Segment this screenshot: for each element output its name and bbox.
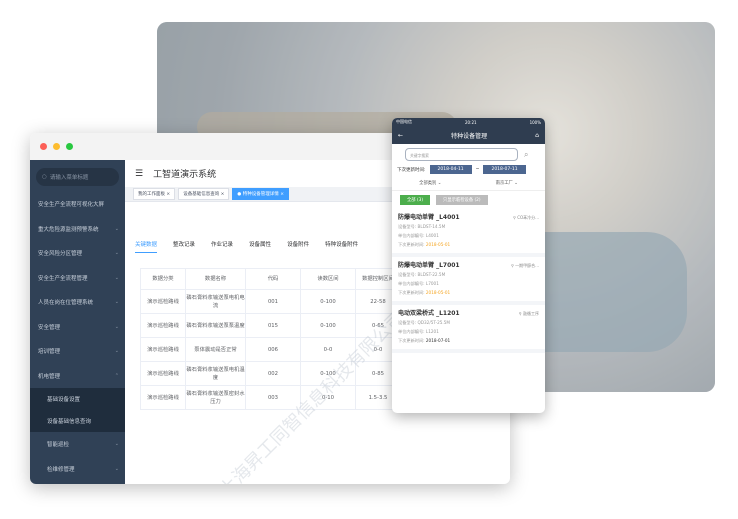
chevron-down-icon: ⌄ bbox=[114, 250, 119, 257]
table-cell: 磷石膏料浆输送泵电机温度 bbox=[185, 361, 246, 386]
tab-1[interactable]: 整改记录 bbox=[173, 242, 196, 248]
main-content: ☰ 工智道演示系统 我的工作面板 × 设备基础信息查询 × ● 特种设备管理详情 × … bbox=[125, 160, 510, 484]
hamburger-icon[interactable]: ☰ bbox=[135, 168, 144, 179]
table-cell: 0-100 bbox=[300, 361, 356, 386]
home-icon[interactable]: ⌂ bbox=[535, 131, 539, 139]
table-cell: 泵体震动是否正常 bbox=[185, 337, 246, 362]
table-cell: 003 bbox=[245, 385, 301, 410]
factory-filter[interactable]: 南京工厂 ⌄ bbox=[495, 181, 518, 186]
menu-item[interactable]: 培训管理 ⌄ bbox=[38, 348, 119, 356]
expiring-button[interactable]: 只显示临检设备 (2) bbox=[436, 195, 488, 205]
table-row: 演示巡检路线 泵体震动是否正常 006 0-0 0-0 bbox=[140, 337, 401, 362]
chevron-down-icon: ⌄ bbox=[114, 465, 119, 472]
tag-2[interactable]: ● 特种设备管理详情 × bbox=[232, 188, 289, 200]
tab-4[interactable]: 设备附件 bbox=[287, 242, 310, 248]
table-cell: 磷石膏料浆输送泵泵温度 bbox=[185, 313, 246, 338]
device-card[interactable]: 防爆电动单臂 _L7001 ⚲ 一期甲醇合... 设备型号: BLDST-22.5… bbox=[392, 257, 545, 305]
search-icon[interactable]: ⌕ bbox=[524, 149, 529, 159]
table-cell: 演示巡检路线 bbox=[140, 289, 186, 314]
search-icon: ○ bbox=[42, 174, 47, 180]
submenu-item[interactable]: 智能巡检 ⌄ bbox=[47, 441, 119, 449]
table-cell: 演示巡检路线 bbox=[140, 385, 186, 410]
tab-0[interactable]: 关键数据 bbox=[135, 240, 158, 253]
mobile-screen: 中国电信 20:21 100% ← 特种设备管理 ⌂ 关键字搜索 ⌕ 下次更新时间: 201… bbox=[392, 118, 545, 413]
location-icon: ⚲ bbox=[518, 311, 522, 316]
type-filter[interactable]: 全部类别 ⌄ bbox=[419, 181, 442, 186]
tag-1[interactable]: 设备基础信息查询 × bbox=[178, 188, 230, 200]
app-title: 工智道演示系统 bbox=[153, 170, 217, 180]
mobile-header: ← 特种设备管理 ⌂ bbox=[392, 126, 545, 144]
mobile-title: 特种设备管理 bbox=[451, 132, 488, 140]
detail-tabs: 关键数据 整改记录 作业记录 设备属性 设备附件 特种设备附件 bbox=[135, 240, 358, 253]
table-cell: 0-0 bbox=[300, 337, 356, 362]
column-header: 代码 bbox=[245, 268, 301, 290]
table-cell: 015 bbox=[245, 313, 301, 338]
table-cell: 磷石膏料浆输送泵密封水压力 bbox=[185, 385, 246, 410]
chevron-down-icon: ⌄ bbox=[114, 299, 119, 306]
chevron-down-icon: ⌄ bbox=[114, 225, 119, 232]
location-icon: ⚲ bbox=[513, 215, 516, 220]
menu-item[interactable]: 人员在岗在位管理系统 ⌄ bbox=[38, 299, 119, 307]
menu-item[interactable]: 安全风险分区管理 ⌄ bbox=[38, 250, 119, 258]
table-cell: 0-10 bbox=[300, 385, 356, 410]
device-card[interactable]: 电动双梁桥式 _L1201 ⚲ 鼓循工序 设备型号: QD32/5T-25.5M … bbox=[392, 305, 545, 353]
chevron-down-icon: ⌄ bbox=[114, 441, 119, 448]
tag-0[interactable]: 我的工作面板 × bbox=[133, 188, 176, 200]
table-row: 演示巡检路线 磷石膏料浆输送泵密封水压力 003 0-10 1.5-3.5 bbox=[140, 385, 401, 410]
menu-item[interactable]: 重大危险源监测预警系统 ⌄ bbox=[38, 225, 119, 233]
submenu-item[interactable]: 设备基础信息查询 bbox=[30, 410, 125, 432]
submenu-item[interactable]: 基础设备设置 bbox=[30, 388, 125, 410]
maximize-dot[interactable] bbox=[66, 143, 73, 150]
table-cell: 演示巡检路线 bbox=[140, 361, 186, 386]
submenu-item[interactable]: 检维修管理 ⌄ bbox=[47, 465, 119, 473]
table-row: 演示巡检路线 磷石膏料浆输送泵泵温度 015 0-100 0-65 bbox=[140, 313, 401, 338]
sidebar: ○ 请输入菜单标题 安全生产全流程可视化大屏重大危险源监测预警系统 ⌄ 安全风险分区管… bbox=[30, 160, 125, 484]
table-cell: 0-100 bbox=[300, 313, 356, 338]
date-from[interactable]: 2018-04-11 bbox=[429, 165, 472, 174]
column-header: 数据分类 bbox=[140, 268, 186, 290]
data-table: 数据分类 数据名称 代码 读数区间 数据控制区间 演示巡检路线 磷石膏料浆输送泵电机电流 00… bbox=[140, 268, 401, 410]
date-to[interactable]: 2018-07-11 bbox=[483, 165, 526, 174]
menu-item[interactable]: 安全生产全流程可视化大屏 bbox=[38, 202, 105, 209]
table-cell: 002 bbox=[245, 361, 301, 386]
table-cell: 演示巡检路线 bbox=[140, 337, 186, 362]
device-card[interactable]: 防爆电动单臂 _L4001 ⚲ CO苯冷分... 设备型号: BLDST-14.5… bbox=[392, 209, 545, 257]
chevron-up-icon: ⌃ bbox=[114, 372, 119, 379]
table-cell: 演示巡检路线 bbox=[140, 313, 186, 338]
back-icon[interactable]: ← bbox=[398, 131, 404, 139]
column-header: 读数区间 bbox=[300, 268, 356, 290]
menu-item[interactable]: 机电管理 ⌃ bbox=[38, 372, 119, 380]
tab-3[interactable]: 设备属性 bbox=[249, 242, 272, 248]
table-row: 演示巡检路线 磷石膏料浆输送泵电机温度 002 0-100 0-85 bbox=[140, 361, 401, 386]
table-cell: 006 bbox=[245, 337, 301, 362]
all-button[interactable]: 全部 (3) bbox=[400, 195, 431, 205]
menu-search-input[interactable]: ○ 请输入菜单标题 bbox=[36, 168, 119, 186]
tab-5[interactable]: 特种设备附件 bbox=[325, 242, 359, 248]
column-header: 数据名称 bbox=[185, 268, 246, 290]
minimize-dot[interactable] bbox=[53, 143, 60, 150]
table-cell: 0-100 bbox=[300, 289, 356, 314]
menu-item[interactable]: 安全管理 ⌄ bbox=[38, 323, 119, 331]
chevron-down-icon: ⌄ bbox=[114, 348, 119, 355]
table-row: 演示巡检路线 磷石膏料浆输送泵电机电流 001 0-100 22-58 bbox=[140, 289, 401, 314]
location-icon: ⚲ bbox=[510, 263, 514, 268]
status-bar: 中国电信 20:21 100% bbox=[392, 118, 545, 126]
mobile-search-input[interactable]: 关键字搜索 bbox=[405, 148, 518, 161]
table-cell: 磷石膏料浆输送泵电机电流 bbox=[185, 289, 246, 314]
desktop-window: ○ 请输入菜单标题 安全生产全流程可视化大屏重大危险源监测预警系统 ⌄ 安全风险分区管… bbox=[30, 133, 510, 484]
table-cell: 001 bbox=[245, 289, 301, 314]
chevron-down-icon: ⌄ bbox=[114, 323, 119, 330]
tab-2[interactable]: 作业记录 bbox=[211, 242, 234, 248]
menu-item[interactable]: 安全生产全流程管理 ⌄ bbox=[38, 274, 119, 282]
chevron-down-icon: ⌄ bbox=[114, 274, 119, 281]
close-dot[interactable] bbox=[40, 143, 47, 150]
